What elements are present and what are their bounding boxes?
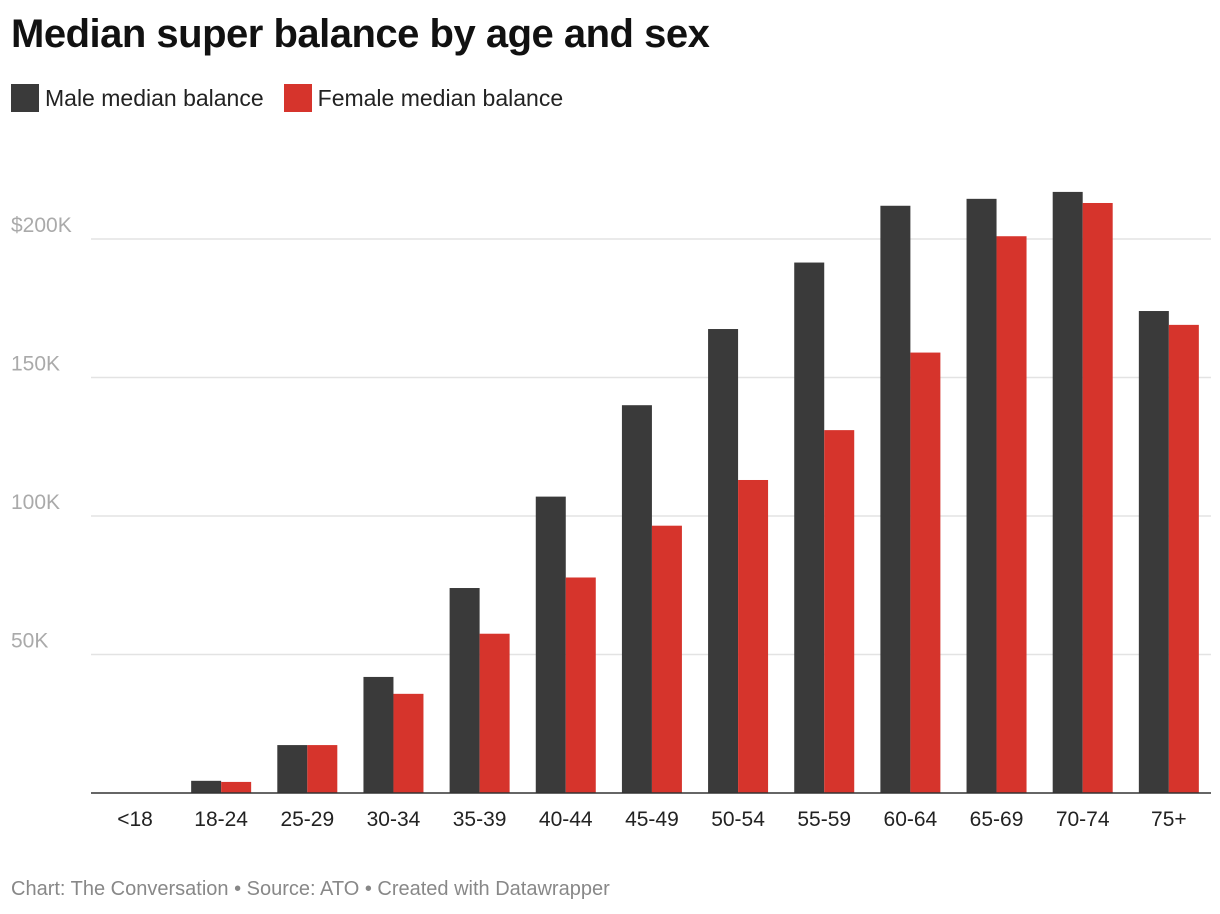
bar-male-9 (880, 205, 911, 793)
x-tick-label-10: 65-69 (970, 808, 1024, 831)
x-tick-label-7: 50-54 (711, 808, 765, 831)
bar-female-1 (221, 781, 252, 793)
bar-male-6 (621, 405, 652, 793)
bar-male-11 (1052, 191, 1083, 793)
bar-female-3 (393, 693, 424, 793)
bar-female-11 (1082, 202, 1113, 794)
chart-footer: Chart: The Conversation • Source: ATO • … (11, 878, 610, 900)
x-tick-label-6: 45-49 (625, 808, 679, 831)
x-tick-label-2: 25-29 (280, 808, 334, 831)
bar-male-7 (708, 329, 739, 793)
bar-female-8 (824, 430, 855, 793)
x-tick-label-12: 75+ (1151, 808, 1187, 831)
x-tick-label-9: 60-64 (884, 808, 938, 831)
bar-male-12 (1138, 311, 1169, 793)
legend-label-male: Male median balance (45, 84, 264, 111)
legend-swatch-female (283, 84, 312, 112)
chart-title: Median super balance by age and sex (11, 12, 710, 56)
bar-female-10 (996, 236, 1027, 794)
bar-female-6 (651, 525, 682, 793)
bar-male-4 (449, 588, 480, 793)
x-tick-label-4: 35-39 (453, 808, 507, 831)
x-tick-label-8: 55-59 (797, 808, 851, 831)
bar-male-3 (363, 676, 394, 793)
legend-item-female: Female median balance (283, 84, 564, 112)
x-tick-label-0: <18 (117, 808, 153, 831)
bar-male-2 (277, 745, 308, 793)
legend: Male median balance Female median balanc… (11, 84, 583, 112)
y-tick-label-1: 100K (11, 491, 60, 514)
legend-label-female: Female median balance (317, 84, 564, 111)
x-tick-label-5: 40-44 (539, 808, 593, 831)
y-tick-label-0: 50K (11, 630, 48, 653)
x-tick-label-11: 70-74 (1056, 808, 1110, 831)
x-tick-label-3: 30-34 (367, 808, 421, 831)
legend-item-male: Male median balance (11, 84, 264, 112)
bar-male-5 (535, 496, 566, 793)
bar-female-9 (910, 352, 941, 793)
bar-female-5 (565, 577, 596, 793)
y-tick-label-2: 150K (11, 353, 60, 376)
legend-swatch-male (11, 84, 39, 112)
bar-male-10 (966, 198, 997, 793)
bar-female-7 (738, 479, 769, 793)
bar-female-2 (307, 745, 338, 793)
bar-female-12 (1168, 324, 1199, 793)
bar-female-4 (479, 633, 510, 793)
x-tick-label-1: 18-24 (194, 808, 248, 831)
bar-male-8 (794, 262, 825, 793)
bar-male-1 (191, 780, 222, 793)
y-tick-label-3: $200K (11, 214, 72, 237)
